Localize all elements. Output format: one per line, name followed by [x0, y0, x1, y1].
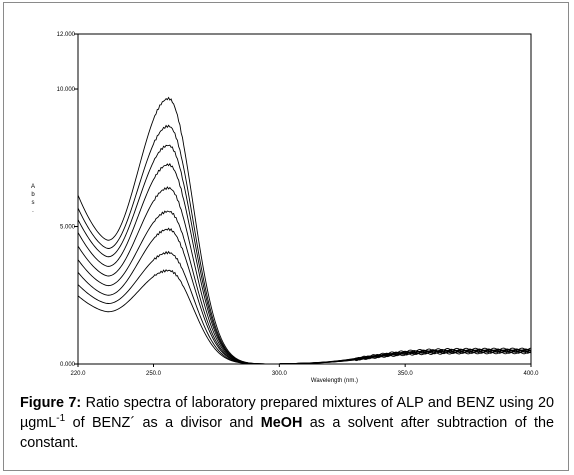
spectrum-line	[77, 227, 532, 365]
caption-superscript: -1	[56, 413, 66, 424]
spectrum-line	[77, 269, 532, 365]
y-axis-letter: b	[31, 192, 35, 198]
spectrum-line	[77, 186, 532, 365]
y-tick-label: 0.000-	[60, 362, 77, 368]
caption-text: as a solvent after subtraction of the co…	[20, 415, 554, 451]
x-tick-label: 400.0	[523, 371, 539, 377]
x-tick-label: 220.0	[70, 371, 86, 377]
y-axis-letter: s	[31, 200, 35, 206]
spectrum-line	[77, 96, 532, 365]
y-axis-letter: A	[30, 184, 35, 190]
x-axis-title: Wavelength (nm.)	[311, 378, 358, 384]
figure-frame	[3, 2, 569, 471]
x-tick-label: 350.0	[398, 371, 414, 377]
figure-caption: Figure 7: Ratio spectra of laboratory pr…	[20, 393, 554, 453]
y-tick-label: 10.000-	[57, 87, 77, 93]
plot-area	[77, 33, 532, 365]
caption-text: Ratio spectra of laboratory prepared mix…	[20, 395, 554, 431]
caption-label: Figure 7:	[20, 395, 82, 411]
spectrum-line	[77, 162, 532, 365]
caption-text: of BENZ´ as a divisor and	[65, 415, 261, 431]
y-tick-label: 12.000-	[57, 32, 77, 38]
y-tick-label: 5.000-	[60, 225, 77, 231]
spectrum-line	[77, 250, 532, 365]
y-axis-letter: .	[32, 208, 34, 214]
x-tick-label: 300.0	[272, 371, 288, 377]
spectrum-line	[77, 124, 532, 365]
spectrum-line	[77, 210, 531, 365]
spectrum-line	[77, 144, 532, 365]
y-axis-label: A b s .	[29, 183, 37, 215]
caption-solvent: MeOH	[260, 415, 303, 431]
spectra-chart: 0.000- 5.000- 10.000- 12.000- 220.0 250.0 300.…	[57, 32, 540, 384]
x-tick-label: 250.0	[146, 371, 162, 377]
